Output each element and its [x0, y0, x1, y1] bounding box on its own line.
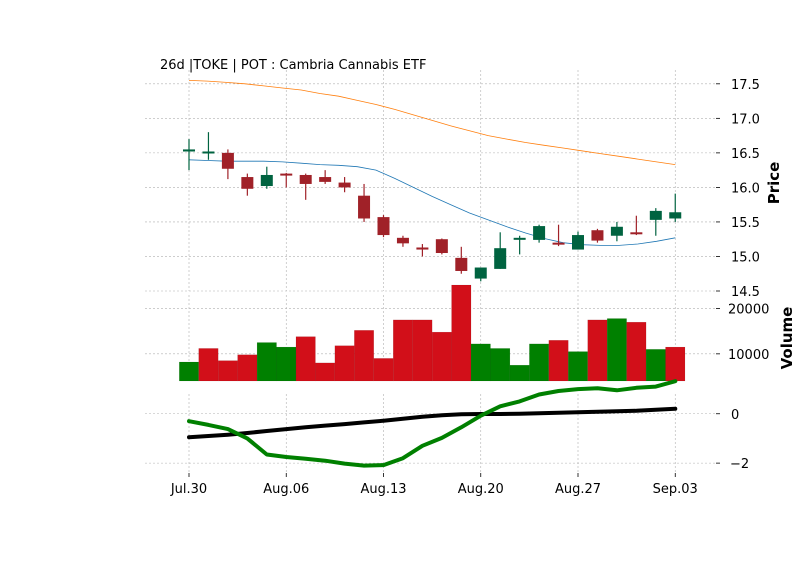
- candle-body: [396, 237, 409, 244]
- price-tick-label: 16.5: [731, 147, 760, 162]
- candle-body: [572, 235, 584, 250]
- price-tick-label: 15.0: [731, 250, 760, 265]
- volume-bar: [354, 330, 374, 382]
- volume-bar: [179, 361, 199, 382]
- candle-body: [358, 195, 371, 219]
- volume-bar: [490, 348, 511, 382]
- x-tick-label: Aug.13: [360, 482, 406, 497]
- volume-bar: [568, 351, 588, 382]
- candle-body: [299, 174, 312, 184]
- candle-body: [610, 226, 623, 236]
- volume-bar: [509, 364, 530, 382]
- candle-body: [338, 182, 351, 188]
- candle-body: [474, 267, 487, 279]
- candle-body: [241, 177, 254, 189]
- volume-bar: [626, 321, 647, 382]
- chart-title: 26d |TOKE | POT : Cambria Cannabis ETF: [160, 58, 426, 73]
- price-axis-label: Price: [765, 162, 783, 205]
- candle-body: [260, 174, 273, 187]
- volume-bar: [587, 319, 608, 382]
- volume-axis-label: Volume: [778, 307, 796, 370]
- price-tick-label: 16.0: [731, 181, 760, 196]
- candle-body: [435, 239, 448, 254]
- indicator-signal-line: [187, 406, 678, 440]
- indicator-tick-label: 0: [731, 408, 739, 423]
- price-tick-label: 14.5: [731, 285, 760, 300]
- price-tick-label: 17.0: [731, 112, 760, 127]
- volume-bar: [645, 349, 666, 382]
- volume-bar: [470, 343, 491, 382]
- volume-bar: [548, 340, 569, 382]
- moving-average-long: [188, 80, 676, 165]
- candle-body: [280, 173, 293, 176]
- volume-bar: [217, 360, 238, 382]
- volume-bar: [237, 354, 258, 382]
- x-tick-label: Aug.20: [458, 482, 504, 497]
- indicator-main-line: [187, 379, 678, 468]
- moving-average-short: [188, 159, 676, 246]
- candle-body: [202, 151, 215, 154]
- price-tick-label: 17.5: [731, 78, 760, 93]
- volume-bar: [198, 348, 219, 382]
- candle-body: [416, 247, 429, 250]
- volume-bar: [529, 343, 550, 382]
- volume-bar: [334, 345, 355, 382]
- candle-body: [494, 248, 507, 269]
- x-tick-label: Jul.30: [170, 482, 207, 497]
- candle-body: [591, 230, 604, 241]
- volume-tick-label: 10000: [728, 348, 769, 363]
- candle-body: [533, 226, 546, 240]
- volume-bar: [315, 362, 336, 382]
- candle-body: [669, 212, 682, 219]
- volume-bar: [256, 342, 277, 382]
- volume-bar: [606, 318, 627, 382]
- candle-body: [183, 149, 195, 152]
- volume-bar: [665, 346, 686, 382]
- volume-bar: [412, 319, 433, 382]
- price-tick-label: 15.5: [731, 216, 760, 231]
- candle-body: [319, 177, 332, 182]
- x-tick-label: Aug.06: [263, 482, 309, 497]
- volume-bar: [373, 358, 394, 382]
- volume-bar: [431, 331, 452, 382]
- candle-body: [455, 257, 468, 271]
- candle-body: [221, 152, 234, 169]
- candle-body: [552, 242, 565, 245]
- x-tick-label: Aug.27: [555, 482, 601, 497]
- candle-body: [630, 232, 643, 235]
- volume-bar: [451, 284, 472, 382]
- indicator-tick-label: −2: [730, 457, 749, 472]
- volume-bar: [393, 319, 413, 382]
- candle-body: [513, 237, 526, 240]
- candle-body: [377, 217, 390, 236]
- volume-tick-label: 20000: [728, 303, 769, 318]
- candle-body: [649, 210, 662, 220]
- x-tick-label: Sep.03: [653, 482, 698, 497]
- volume-bar: [295, 336, 316, 382]
- volume-bar: [276, 346, 297, 382]
